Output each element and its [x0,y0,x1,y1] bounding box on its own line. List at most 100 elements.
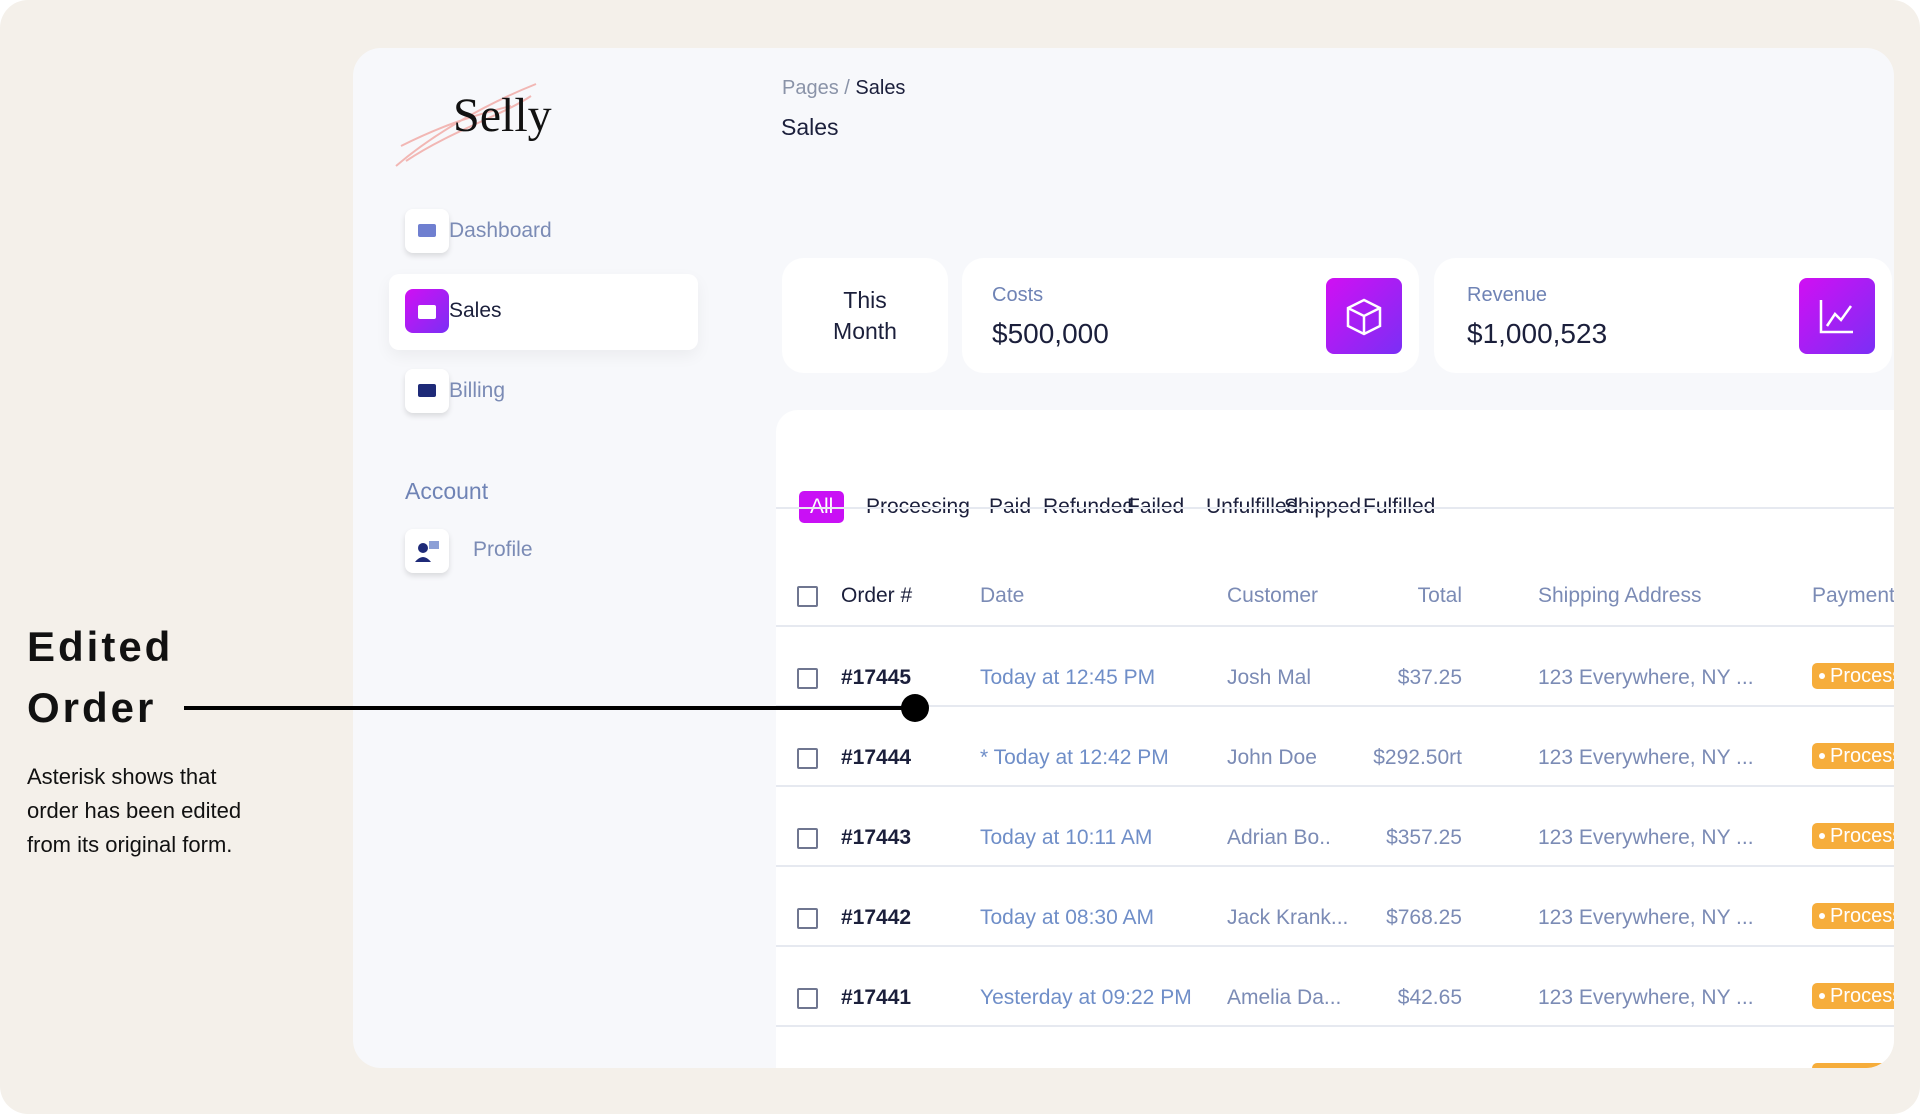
filter-tab[interactable]: Shipped [1284,495,1362,518]
column-header: Payment [1812,584,1894,607]
note-line: order has been edited [27,798,242,823]
status-badge: Processing [1812,663,1894,689]
costs-icon [1326,278,1402,354]
nav-icon [405,289,449,333]
checkbox[interactable] [797,908,818,929]
nav-item[interactable]: Sales [449,299,502,322]
revenue-card: Revenue $1,000,523 [1434,258,1892,373]
annotation-note: Asterisk shows that order has been edite… [27,760,241,862]
cell: #17440 [841,1066,911,1068]
cell: * Today at 12:42 PM [980,746,1169,769]
checkbox[interactable] [797,828,818,849]
section-heading: Account [405,478,489,504]
cell: #17445 [841,666,912,689]
annotation-line: Edited [27,623,174,670]
nav-icon [405,369,449,413]
logo-scribble [395,83,537,167]
breadcrumb-parent[interactable]: Pages [782,77,839,99]
breadcrumb: Pages / Sales [782,77,905,100]
row-divider [776,945,1894,947]
filter-tab[interactable]: Paid [989,495,1032,518]
cell: 123 Everywhere, NY ... [1538,826,1754,849]
status-badge: Processing [1812,903,1894,929]
cell: #17444 [841,746,912,769]
column-header: Order # [841,584,913,607]
cell: 123 Everywhere, NY ... [1538,1066,1754,1068]
cell: Emma Green [1227,1066,1352,1068]
row-divider [776,1025,1894,1027]
status-badge: Processing [1812,983,1894,1009]
cell: Today at 12:45 PM [980,666,1156,689]
checkbox[interactable] [797,586,818,607]
card-text: Month [833,318,897,344]
cell: $42.65 [1397,986,1462,1009]
column-header: Date [980,584,1025,607]
cell: $768.25 [1386,906,1462,929]
card-value: $1,000,523 [1467,318,1608,349]
cell: Amelia Da... [1227,986,1342,1009]
cell: #17442 [841,906,912,929]
cell: Jack Krank... [1227,906,1349,929]
card-label: Revenue [1467,284,1548,306]
cell: Adrian Bo.. [1227,826,1331,849]
card-text: This [843,287,887,313]
checkbox[interactable] [797,668,818,689]
cell: 123 Everywhere, NY ... [1538,666,1754,689]
orders-panel: All Processing Paid Refunded Failed Unfulfill… [776,410,1894,1068]
column-header: Customer [1227,584,1319,607]
nav-item[interactable]: Profile [473,538,533,561]
cell: Yesterday at 09:22 PM [980,986,1192,1009]
row-divider [776,705,1894,707]
checkbox[interactable] [797,748,818,769]
status-badge: Processing [1812,1063,1894,1068]
period-card[interactable]: This Month [782,258,948,373]
column-header: Shipping Address [1538,584,1702,607]
app-panel: Selly Account Profile Pages / Sales Sale… [353,48,1894,1068]
note-line: from its original form. [27,832,233,857]
breadcrumb-current: Sales [855,77,906,99]
cell: $37.25 [1397,666,1462,689]
cell: $357.25 [1386,826,1462,849]
filter-tab[interactable]: Unfulfilled [1206,495,1299,518]
breadcrumb-separator: / [844,77,850,99]
annotation-title: Edited Order [27,616,173,738]
cell: Josh Mal [1227,666,1312,689]
status-badge: Processing [1812,823,1894,849]
filter-tab[interactable]: Failed [1127,495,1185,518]
row-divider [776,625,1894,627]
row-divider [776,785,1894,787]
revenue-icon [1799,278,1875,354]
cell: $35.85 [1398,1066,1462,1068]
page-title: Sales [781,114,839,140]
cell: 10/20/2022 [980,1066,1085,1068]
cell: #17443 [841,826,912,849]
filter-tab[interactable]: Refunded [1043,495,1135,518]
nav-icon [405,209,449,253]
cell: $292.50rt [1373,746,1462,769]
note-line: Asterisk shows that [27,764,217,789]
filter-tab[interactable]: Processing [866,495,970,518]
nav-item[interactable]: Billing [449,379,506,402]
card-label: Costs [992,284,1044,306]
divider [776,507,1894,509]
card-value: $500,000 [992,318,1109,349]
cell: Today at 08:30 AM [980,906,1154,929]
cell: John Doe [1227,746,1317,769]
cell: 123 Everywhere, NY ... [1538,986,1754,1009]
cell: 123 Everywhere, NY ... [1538,746,1754,769]
column-header: Total [1417,584,1462,607]
checkbox[interactable] [797,988,818,1009]
annotation-line: Order [27,684,157,731]
profile-icon [405,529,449,573]
status-badge: Processing [1812,743,1894,769]
nav-item[interactable]: Dashboard [449,219,552,242]
cell: 123 Everywhere, NY ... [1538,906,1754,929]
row-divider [776,865,1894,867]
filter-tab[interactable]: Fulfilled [1363,495,1436,518]
cell: #17441 [841,986,912,1009]
cell: Today at 10:11 AM [980,826,1153,849]
logo: Selly [453,89,552,142]
costs-card: Costs $500,000 [962,258,1419,373]
